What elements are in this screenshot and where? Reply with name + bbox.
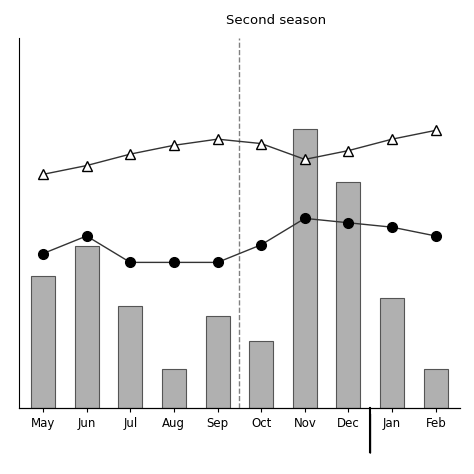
Bar [293,129,317,408]
Bar [249,341,273,408]
Bar [31,275,55,408]
Bar [118,306,142,408]
Bar [74,246,99,408]
Bar [206,316,229,408]
Bar [162,369,186,408]
Text: Second season: Second season [226,14,326,27]
Bar [424,369,448,408]
Bar [337,182,361,408]
Bar [380,299,404,408]
